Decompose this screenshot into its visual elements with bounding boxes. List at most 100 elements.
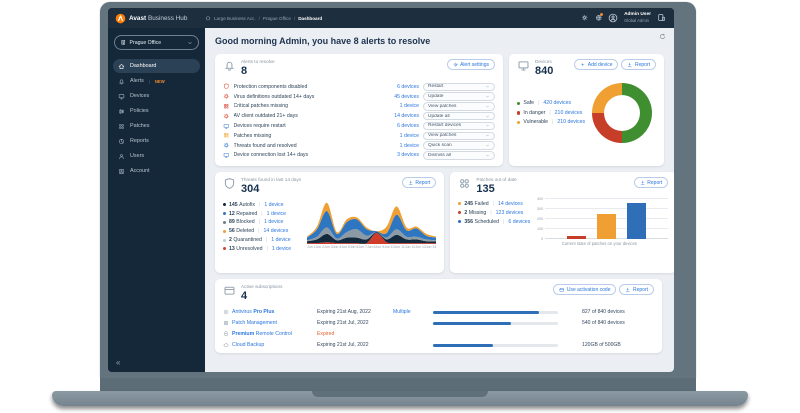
patches-report-button[interactable]: Report bbox=[633, 177, 669, 188]
alert-row: Virus definitions outdated 14+ days 45 de… bbox=[223, 92, 495, 102]
subscription-progress bbox=[433, 311, 568, 314]
legend-value-link[interactable]: 14 devices bbox=[497, 200, 523, 207]
settings-gear-icon[interactable] bbox=[581, 14, 589, 22]
chevron-down-icon bbox=[485, 123, 490, 128]
y-tick-label: 200 bbox=[536, 216, 544, 221]
legend-value-link[interactable]: 6 devices bbox=[508, 218, 531, 225]
legend-value-link[interactable]: 1 device bbox=[264, 219, 284, 226]
action-label: View patches bbox=[428, 133, 457, 139]
alert-action-select[interactable]: Update all bbox=[423, 111, 495, 121]
legend-value-link[interactable]: 1 device bbox=[271, 237, 291, 244]
user-icon bbox=[118, 153, 125, 160]
notifications-button[interactable] bbox=[595, 13, 604, 22]
org-selector-label: Prague Office bbox=[129, 39, 162, 46]
breadcrumb-item[interactable]: Dashboard bbox=[298, 15, 323, 21]
legend-value-link[interactable]: 1 device bbox=[264, 201, 284, 208]
subscription-name-link[interactable]: Antivirus Pro Plus bbox=[223, 309, 317, 315]
refresh-icon[interactable] bbox=[659, 33, 666, 40]
x-tick-label: Jun 4 bbox=[332, 244, 342, 249]
legend-value-link[interactable]: 14 devices bbox=[263, 228, 289, 235]
sidebar-item-alerts[interactable]: Alerts | NEW bbox=[113, 74, 200, 88]
org-selector[interactable]: Prague Office bbox=[114, 35, 199, 50]
breadcrumb-home-icon[interactable] bbox=[205, 15, 211, 21]
devices-count: 840 bbox=[535, 64, 554, 77]
threats-legend-item: 2 Quarantined | 1 device bbox=[223, 237, 303, 243]
alert-devices-link[interactable]: 3 devices bbox=[397, 152, 419, 159]
legend-dot bbox=[517, 101, 521, 106]
breadcrumb-item[interactable]: Prague Office bbox=[262, 15, 291, 21]
alert-settings-button[interactable]: Alert settings bbox=[446, 59, 495, 70]
sidebar-item-account[interactable]: Account bbox=[113, 164, 200, 178]
subscription-name-link[interactable]: Patch Management bbox=[223, 320, 317, 326]
alert-devices-link[interactable]: 1 device bbox=[399, 142, 419, 149]
device-switcher-icon[interactable] bbox=[657, 13, 666, 22]
alerts-count: 8 bbox=[241, 64, 248, 77]
sidebar-item-policies[interactable]: Policies bbox=[113, 104, 200, 118]
threats-report-button[interactable]: Report bbox=[401, 177, 437, 188]
legend-divider: | bbox=[503, 218, 505, 225]
subscription-expiry: Expiring 21st Aug, 2022 bbox=[317, 309, 371, 316]
sidebar-item-reports[interactable]: Reports bbox=[113, 134, 200, 148]
alert-row: Patches missing 1 device View patches bbox=[223, 131, 495, 141]
subscription-multiple-link[interactable]: Multiple bbox=[393, 309, 411, 316]
alert-action-select[interactable]: Restart bbox=[423, 82, 495, 91]
alert-action-select[interactable]: Quick scan bbox=[423, 141, 495, 150]
bar-failed bbox=[597, 214, 617, 239]
alert-devices-link[interactable]: 1 device bbox=[399, 132, 419, 139]
alert-patches-icon bbox=[223, 103, 230, 110]
sidebar-collapse-button[interactable]: « bbox=[116, 358, 121, 367]
sidebar-item-patches[interactable]: Patches bbox=[113, 119, 200, 133]
alert-monitor-icon bbox=[223, 152, 230, 159]
chevron-down-icon bbox=[187, 40, 193, 46]
patches-card-title: Patches out of date bbox=[476, 177, 517, 182]
patches-legend-item: 245 Failed | 14 devices bbox=[458, 201, 530, 207]
subscription-name-link[interactable]: Cloud Backup bbox=[223, 342, 317, 348]
user-block[interactable]: Admin User Global Admin bbox=[624, 12, 651, 23]
devices-card-title: Devices bbox=[535, 59, 552, 64]
sidebar-item-devices[interactable]: Devices bbox=[113, 89, 200, 103]
topbar: Avast Business Hub Large Business Acc. / P… bbox=[108, 8, 674, 28]
subscription-name-link[interactable]: Premium Remote Control bbox=[223, 331, 317, 337]
legend-label: 56 Deleted bbox=[229, 228, 255, 235]
legend-value-link[interactable]: 210 devices bbox=[554, 109, 583, 116]
alert-devices-link[interactable]: 14 devices bbox=[394, 113, 419, 120]
alert-devices-link[interactable]: 45 devices bbox=[394, 93, 419, 100]
alert-devices-link[interactable]: 6 devices bbox=[397, 122, 419, 129]
home-icon bbox=[118, 63, 125, 70]
alert-action-select[interactable]: Dismiss all bbox=[423, 151, 495, 160]
alert-action-select[interactable]: View patches bbox=[423, 102, 495, 111]
chevron-down-icon bbox=[485, 104, 490, 109]
alert-action-select[interactable]: Update bbox=[423, 92, 495, 101]
alert-action-select[interactable]: View patches bbox=[423, 131, 495, 140]
sidebar-item-dashboard[interactable]: Dashboard bbox=[113, 59, 200, 73]
y-tick-label: 300 bbox=[536, 206, 544, 211]
subscription-progress bbox=[433, 344, 568, 347]
avatar[interactable] bbox=[608, 13, 618, 23]
sidebar-item-label: Users bbox=[130, 153, 145, 159]
alert-row: Critical patches missing 1 device View pat… bbox=[223, 101, 495, 111]
alert-label: Devices require restart bbox=[233, 122, 286, 129]
area-series-autofix bbox=[307, 231, 437, 244]
subscriptions-report-button[interactable]: Report bbox=[619, 284, 654, 295]
action-label: Dismiss all bbox=[428, 152, 451, 158]
alert-devices-link[interactable]: 6 devices bbox=[397, 83, 419, 90]
legend-value-link[interactable]: 1 device bbox=[271, 245, 292, 252]
legend-dot bbox=[517, 120, 521, 124]
legend-value-link[interactable]: 210 devices bbox=[557, 119, 586, 126]
legend-value-link[interactable]: 123 devices bbox=[495, 209, 524, 216]
alert-action-select[interactable]: Restart devices bbox=[423, 121, 495, 131]
legend-value-link[interactable]: 1 device bbox=[266, 210, 286, 217]
chevron-down-icon bbox=[485, 94, 490, 99]
sidebar-item-users[interactable]: Users bbox=[113, 149, 200, 163]
laptop-notch bbox=[312, 391, 488, 397]
download-icon bbox=[408, 180, 414, 186]
threats-area-chart: Jun 1 Jun 2 Jun 3 Jun 4 Jun 5 Jun 6 Jun 7 Jun 8… bbox=[307, 200, 437, 252]
devices-report-button[interactable]: Report bbox=[621, 59, 656, 70]
use-activation-code-button[interactable]: Use activation code bbox=[553, 284, 617, 295]
brand-name: Avast Business Hub bbox=[129, 14, 188, 22]
legend-value-link[interactable]: 420 devices bbox=[543, 100, 572, 107]
add-device-button[interactable]: Add device bbox=[574, 59, 619, 70]
breadcrumb-item[interactable]: Large Business Acc. bbox=[214, 15, 256, 21]
alert-devices-link[interactable]: 1 device bbox=[399, 103, 419, 110]
legend-divider: | bbox=[492, 200, 494, 207]
